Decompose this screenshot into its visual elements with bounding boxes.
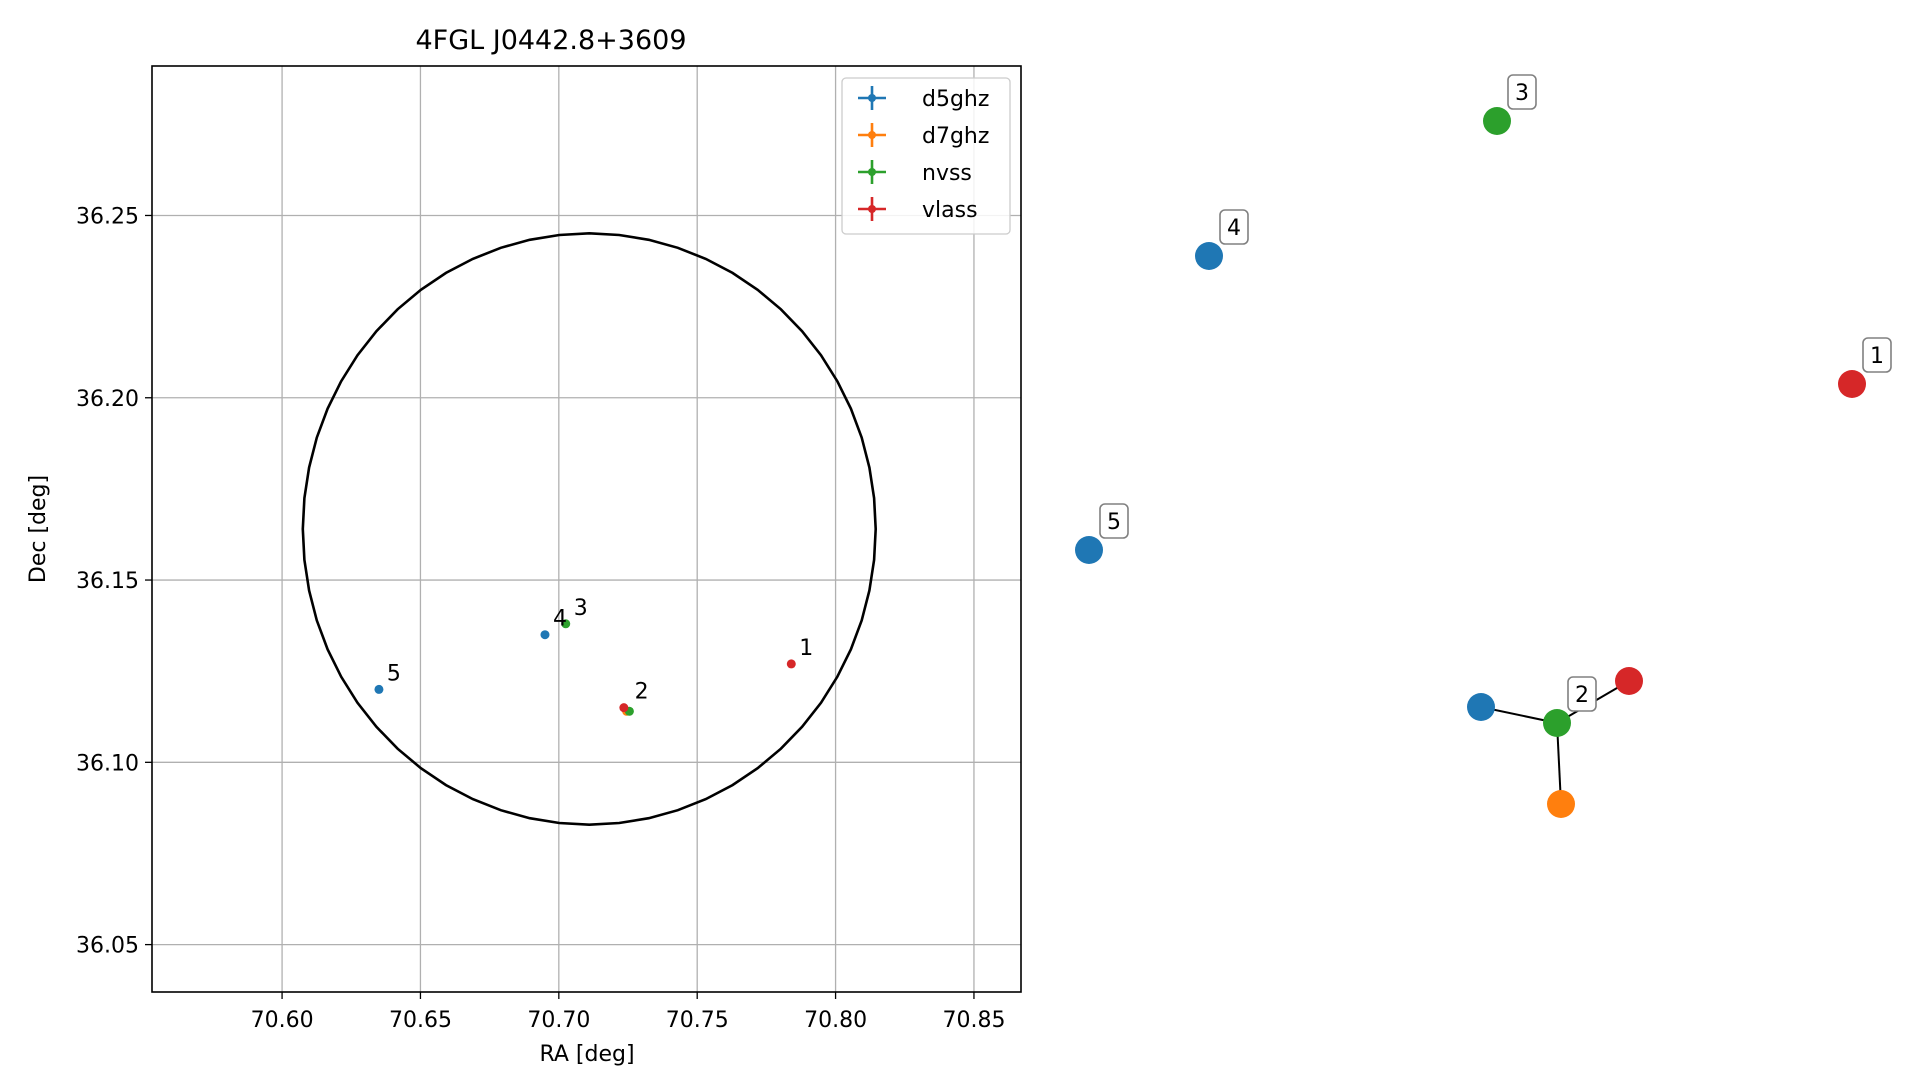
node-label-box <box>1862 337 1892 373</box>
point-label: 3 <box>574 596 588 621</box>
axis-ticks: 70.60 70.65 70.70 70.75 70.80 70.85 36.05 36.10… <box>76 204 1005 1033</box>
x-axis-label: RA [deg] <box>539 1042 634 1067</box>
network-node-label: 4 <box>1219 209 1249 245</box>
legend-entry-vlass: vlass <box>858 197 978 223</box>
x-tick-label: 70.60 <box>251 1008 314 1033</box>
node-label-text: 4 <box>1227 216 1241 241</box>
point-label: 2 <box>635 680 649 705</box>
data-point-vlass <box>786 659 796 669</box>
network-node <box>1543 709 1571 737</box>
network-node-label: 3 <box>1507 74 1537 110</box>
legend-box <box>841 77 1011 235</box>
network-nodes <box>1075 107 1866 818</box>
legend-label: vlass <box>922 198 978 223</box>
data-point-nvss <box>561 619 571 629</box>
uncertainty-ellipse <box>301 231 878 827</box>
node-label-text: 5 <box>1107 510 1121 535</box>
network-node-labels: 1 3 4 5 2 <box>1099 74 1892 712</box>
y-tick-label: 36.20 <box>76 387 139 412</box>
legend-marker-dot <box>868 131 876 139</box>
x-tick-label: 70.75 <box>666 1008 729 1033</box>
y-tick-label: 36.05 <box>76 934 139 959</box>
legend-entry-d5ghz: d5ghz <box>858 86 989 112</box>
network-node <box>1838 370 1866 398</box>
network-panel: 1 3 4 5 2 <box>1075 74 1892 818</box>
axes-frame <box>151 65 1022 993</box>
network-node <box>1615 667 1643 695</box>
network-node-label: 1 <box>1862 337 1892 373</box>
network-node-label: 5 <box>1099 503 1129 539</box>
network-node <box>1075 536 1103 564</box>
node-label-box <box>1099 503 1129 539</box>
uncertainty-ellipse-layer <box>301 231 878 827</box>
legend-entries: d5ghz d7ghz nvss vlass <box>858 86 989 223</box>
node-label-box <box>1567 676 1597 712</box>
x-tick-label: 70.85 <box>942 1008 1005 1033</box>
y-tick-label: 36.25 <box>76 204 139 229</box>
legend-marker-dot <box>868 94 876 102</box>
legend-marker-dot <box>868 205 876 213</box>
data-point-d5ghz <box>374 684 384 694</box>
y-tick-label: 36.15 <box>76 569 139 594</box>
x-tick-label: 70.70 <box>527 1008 590 1033</box>
y-axis-label: Dec [deg] <box>26 475 51 583</box>
point-label: 5 <box>387 661 401 686</box>
point-label: 1 <box>799 636 813 661</box>
point-label: 4 <box>553 607 567 632</box>
y-tick-label: 36.10 <box>76 751 139 776</box>
legend-label: d5ghz <box>922 87 989 112</box>
node-label-text: 3 <box>1515 81 1529 106</box>
legend-entry-nvss: nvss <box>858 160 972 186</box>
point-labels: 1 2 34 5 <box>387 596 813 705</box>
legend-label: d7ghz <box>922 124 989 149</box>
node-label-box <box>1219 209 1249 245</box>
legend-marker-dot <box>868 168 876 176</box>
network-node <box>1467 693 1495 721</box>
node-label-text: 2 <box>1575 683 1589 708</box>
network-node <box>1483 107 1511 135</box>
network-node <box>1195 242 1223 270</box>
x-tick-label: 70.80 <box>804 1008 867 1033</box>
network-node-label: 2 <box>1567 676 1597 712</box>
data-point-vlass <box>619 703 629 713</box>
chart-title: 4FGL J0442.8+3609 <box>415 25 686 56</box>
node-label-box <box>1507 74 1537 110</box>
node-label-text: 1 <box>1870 344 1884 369</box>
data-point-d5ghz <box>540 630 550 640</box>
legend-entry-d7ghz: d7ghz <box>858 123 989 149</box>
legend-label: nvss <box>922 161 972 186</box>
data-points <box>374 619 796 716</box>
legend: d5ghz d7ghz nvss vlass <box>841 77 1011 235</box>
x-tick-label: 70.65 <box>389 1008 452 1033</box>
network-node <box>1547 790 1575 818</box>
